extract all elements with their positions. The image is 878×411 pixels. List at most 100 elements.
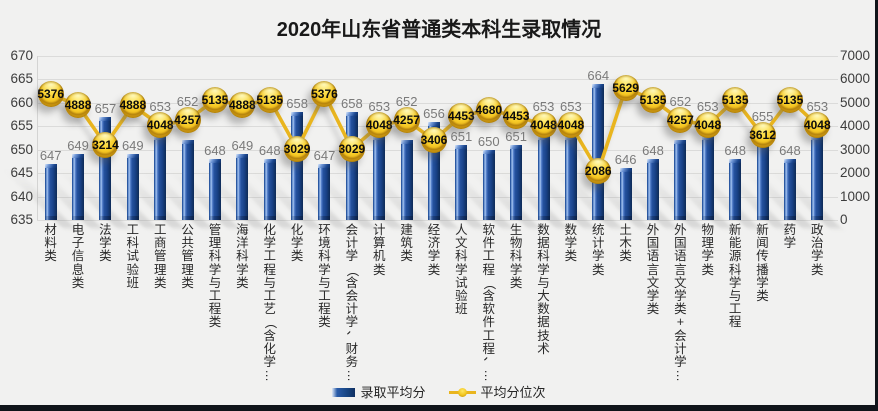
rank-marker-icon — [804, 112, 831, 139]
category-label-char: 文 — [646, 275, 660, 290]
category-label-char: 能 — [728, 236, 742, 251]
rank-value-label: 4680 — [475, 103, 503, 118]
rank-marker-icon — [640, 86, 667, 113]
category-label-char: 学 — [537, 262, 550, 277]
left-axis-tick-label: 650 — [10, 141, 33, 157]
category-label-char: 科 — [509, 249, 523, 264]
score-value-label: 648 — [642, 143, 664, 159]
category-label-char: 类 — [674, 302, 687, 317]
category-label-char: 科 — [126, 236, 140, 251]
category-label-char: 程 — [263, 262, 276, 277]
category-label-char: 技 — [537, 328, 550, 343]
category-label: 管理科学与工程类 — [207, 223, 222, 330]
category-label-char: 息 — [71, 262, 85, 277]
category-label-char: 数 — [564, 223, 578, 237]
category-label: 数学类 — [563, 223, 578, 264]
rank-marker-icon — [393, 107, 420, 134]
category-label-char: 工 — [208, 288, 222, 303]
category-label-char: 济 — [427, 236, 441, 251]
category-label-char: 计 — [674, 341, 687, 356]
rank-value-label: 4453 — [502, 108, 530, 123]
category-label-char: 含 — [263, 328, 276, 343]
category-label-char: 筑 — [400, 236, 413, 251]
left-axis-tick-label: 665 — [10, 71, 33, 87]
rank-marker-icon — [256, 86, 283, 113]
category-label-char: 学 — [674, 354, 687, 369]
category-label-char: 环 — [318, 223, 331, 237]
bar — [674, 140, 687, 220]
category-label-char: 言 — [674, 262, 687, 277]
category-label-char: 类 — [71, 275, 85, 290]
window-edge-right — [875, 0, 878, 411]
rank-value-label: 4048 — [530, 118, 557, 133]
score-value-label: 648 — [724, 143, 747, 159]
left-axis-tick-label: 635 — [10, 212, 33, 227]
score-value-label: 651 — [505, 129, 527, 145]
legend-line-swatch — [448, 387, 476, 397]
gridline — [37, 79, 838, 81]
rank-marker-icon — [612, 75, 639, 102]
rank-value-label: 3029 — [283, 142, 311, 157]
category-label-char: 计 — [372, 223, 386, 237]
category-label-char: 理 — [181, 262, 194, 277]
category-label-char: 语 — [674, 249, 687, 264]
category-label-char: 言 — [646, 262, 660, 277]
category-label-char: 件 — [482, 315, 495, 330]
category-label-char: 化 — [263, 341, 276, 356]
category-label-char: 学 — [427, 249, 441, 264]
category-label-char: （ — [263, 316, 278, 330]
rank-value-label: 4257 — [174, 113, 201, 128]
score-value-label: 649 — [121, 138, 144, 154]
bar — [44, 163, 57, 221]
right-axis-tick-label: 7000 — [840, 48, 871, 63]
score-value-label: 653 — [532, 99, 555, 115]
category-label-char: 理 — [701, 236, 715, 251]
score-value-label: 658 — [341, 96, 363, 112]
category-label-char: 软 — [482, 302, 495, 317]
rank-marker-icon — [694, 112, 721, 139]
category-label-char: 与 — [537, 275, 550, 290]
category-label: 环境科学与工程类 — [317, 223, 332, 330]
rank-value-label: 5135 — [201, 92, 229, 107]
rank-value-label: 2086 — [584, 164, 612, 179]
rank-marker-icon — [92, 131, 119, 158]
category-label-char: 共 — [181, 236, 194, 251]
rank-value-label: 5135 — [256, 92, 284, 107]
category-label-char: 类 — [153, 275, 167, 290]
bar — [181, 140, 194, 220]
rank-marker-icon — [503, 102, 530, 129]
category-label-char: 与 — [263, 275, 276, 290]
category-label: 外国语言文学类 — [646, 223, 661, 316]
rank-marker-icon — [557, 112, 584, 139]
gridline — [37, 56, 838, 57]
score-value-label: 646 — [614, 152, 637, 168]
category-label-char: 学 — [318, 262, 331, 277]
category-label-char: 传 — [756, 249, 769, 264]
rank-marker-icon — [284, 136, 311, 163]
category-label-char: 会 — [674, 328, 687, 343]
category-label-char: 商 — [153, 236, 167, 251]
bar — [455, 145, 468, 220]
category-label-char: 算 — [372, 236, 386, 251]
category-label-char: 计 — [592, 236, 605, 251]
category-label-char: 科 — [236, 249, 249, 264]
category-label-char: 类 — [811, 262, 824, 277]
category-label-char: 理 — [208, 236, 222, 251]
category-label-char: 试 — [455, 275, 468, 290]
category-label-char: 班 — [126, 275, 140, 290]
category-label-char: 件 — [482, 236, 495, 251]
category-label-char: 洋 — [236, 236, 249, 251]
bar — [318, 163, 331, 221]
rank-marker-icon — [722, 86, 749, 113]
category-label-char: 药 — [783, 223, 797, 237]
category-label-char: 统 — [592, 223, 605, 237]
category-label-char: 据 — [537, 315, 550, 330]
category-label-char: 类 — [509, 275, 523, 290]
category-label: 物理学类 — [700, 223, 715, 277]
category-label: 建筑类 — [399, 223, 414, 264]
score-value-label: 657 — [94, 100, 117, 116]
category-label-char: 国 — [674, 236, 687, 251]
category-label-char: 管 — [208, 223, 222, 237]
category-label-char: 与 — [728, 288, 742, 303]
